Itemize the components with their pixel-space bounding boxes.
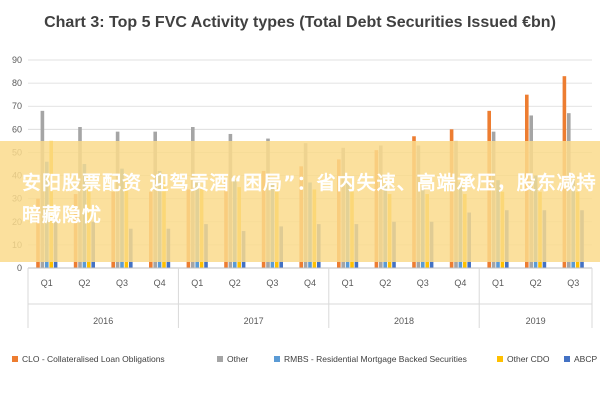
legend-item-other-cdo: Other CDO — [497, 353, 550, 364]
year-label: 2016 — [93, 316, 113, 326]
y-tick-label: 0 — [17, 263, 22, 273]
x-tick-label: Q3 — [116, 278, 128, 288]
x-tick-label: Q2 — [379, 278, 391, 288]
legend-item-rmbs: RMBS - Residential Mortgage Backed Secur… — [274, 353, 467, 364]
x-tick-label: Q1 — [191, 278, 203, 288]
x-tick-label: Q4 — [304, 278, 316, 288]
y-tick-label: 80 — [12, 78, 22, 88]
legend-swatch — [217, 355, 223, 362]
chart-legend: CLO - Collateralised Loan Obligations Oth… — [12, 353, 600, 369]
x-tick-label: Q1 — [492, 278, 504, 288]
y-tick-label: 90 — [12, 55, 22, 65]
x-tick-label: Q3 — [417, 278, 429, 288]
legend-label: ABCP — [574, 353, 598, 364]
legend-label: Other — [227, 353, 249, 364]
year-label: 2017 — [244, 316, 264, 326]
chart-title: Chart 3: Top 5 FVC Activity types (Total… — [44, 14, 556, 31]
legend-label: CLO - Collateralised Loan Obligations — [22, 353, 165, 364]
legend-label: Other CDO — [507, 353, 550, 364]
x-tick-label: Q2 — [530, 278, 542, 288]
legend-swatch — [497, 355, 503, 362]
x-tick-label: Q2 — [78, 278, 90, 288]
x-tick-label: Q3 — [266, 278, 278, 288]
x-tick-label: Q1 — [342, 278, 354, 288]
headline-banner[interactable]: 安阳股票配资 迎驾贡酒“困局”：省内失速、高端承压，股东减持暗藏隐忧 — [0, 141, 600, 262]
legend-item-abcp: ABCP — [564, 353, 597, 364]
legend-item-other: Other — [217, 353, 248, 364]
headline-text[interactable]: 安阳股票配资 迎驾贡酒“困局”：省内失速、高端承压，股东减持暗藏隐忧 — [22, 172, 597, 226]
x-tick-label: Q1 — [41, 278, 53, 288]
legend-label: RMBS - Residential Mortgage Backed Secur… — [284, 353, 467, 364]
legend-item-clo: CLO - Collateralised Loan Obligations — [12, 353, 165, 364]
year-label: 2018 — [394, 316, 414, 326]
x-tick-label: Q3 — [567, 278, 579, 288]
x-tick-label: Q2 — [229, 278, 241, 288]
y-tick-label: 70 — [12, 101, 22, 111]
legend-swatch — [12, 355, 18, 362]
y-tick-label: 60 — [12, 124, 22, 134]
x-tick-label: Q4 — [154, 278, 166, 288]
legend-swatch — [564, 355, 570, 362]
legend-swatch — [274, 355, 280, 362]
x-tick-label: Q4 — [454, 278, 466, 288]
year-label: 2019 — [526, 316, 546, 326]
